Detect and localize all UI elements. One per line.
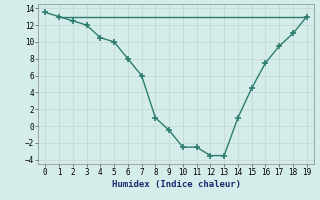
X-axis label: Humidex (Indice chaleur): Humidex (Indice chaleur): [111, 180, 241, 189]
